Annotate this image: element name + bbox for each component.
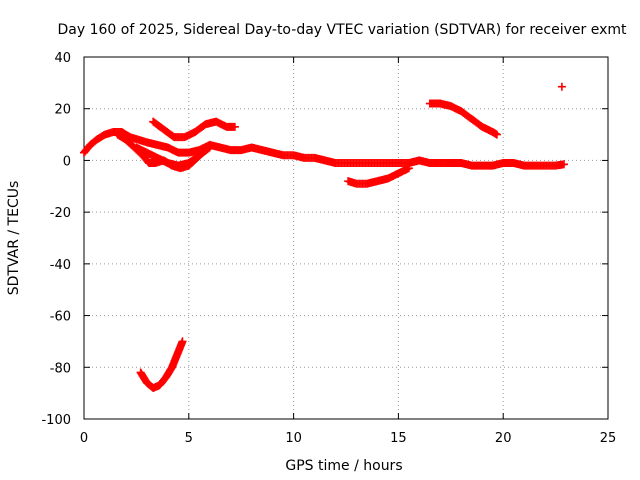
axis-ticks: 0 5 10 15 20 25 -100 -80 -60 -40 -20 0 20 40 bbox=[41, 51, 616, 446]
data-point bbox=[230, 122, 239, 131]
y-tick-label: 40 bbox=[54, 51, 71, 66]
plot-border bbox=[83, 56, 609, 420]
x-tick-label: 20 bbox=[495, 431, 512, 446]
x-tick-label: 10 bbox=[285, 431, 302, 446]
y-axis-label: SDTVAR / TECUs bbox=[6, 181, 22, 296]
series-middle-branch bbox=[132, 143, 214, 170]
x-tick-label: 0 bbox=[80, 431, 88, 446]
data-point bbox=[404, 164, 413, 173]
x-tick-label: 25 bbox=[600, 431, 617, 446]
series-upper-arc bbox=[149, 117, 239, 142]
chart-title: Day 160 of 2025, Sidereal Day-to-day VTE… bbox=[58, 22, 628, 38]
y-tick-label: -60 bbox=[50, 310, 71, 325]
y-tick-label: -100 bbox=[41, 413, 71, 428]
data-point bbox=[178, 337, 187, 346]
data-point bbox=[492, 130, 501, 139]
series-mid-dip bbox=[344, 164, 413, 188]
y-tick-label: -20 bbox=[50, 206, 71, 221]
data-point bbox=[204, 144, 213, 153]
x-axis-label: GPS time / hours bbox=[285, 458, 402, 474]
data-point bbox=[559, 160, 568, 169]
y-tick-label: 0 bbox=[63, 154, 71, 169]
y-tick-label: -80 bbox=[50, 361, 71, 376]
x-tick-label: 5 bbox=[185, 431, 193, 446]
data-point bbox=[557, 82, 566, 91]
data-point bbox=[205, 143, 214, 152]
x-tick-label: 15 bbox=[390, 431, 407, 446]
y-tick-label: 20 bbox=[54, 103, 71, 118]
series-deep-dip bbox=[136, 337, 187, 392]
series-outlier bbox=[557, 82, 566, 91]
data-points bbox=[80, 82, 568, 392]
y-tick-label: -40 bbox=[50, 258, 71, 273]
series-high-descent bbox=[425, 99, 501, 139]
grid bbox=[84, 57, 608, 419]
